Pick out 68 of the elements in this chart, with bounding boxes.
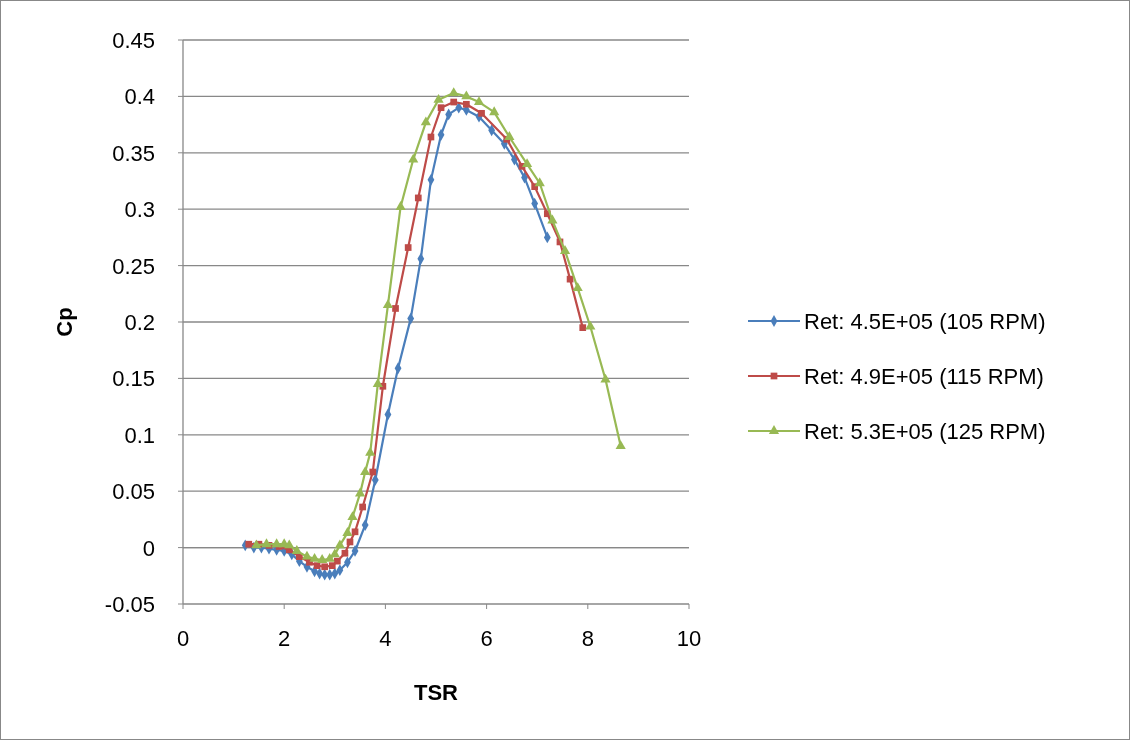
point [342, 527, 353, 536]
point [420, 116, 431, 126]
point [284, 539, 295, 549]
y-tick-label: 0.45 [112, 28, 155, 53]
point [585, 320, 596, 330]
y-tick-label: 0.05 [112, 479, 155, 505]
point [333, 557, 341, 565]
point [245, 540, 253, 548]
point [347, 511, 358, 521]
point [572, 282, 583, 292]
y-tick-label: 0.2 [124, 310, 155, 335]
point [408, 153, 419, 163]
point [351, 528, 359, 536]
point [392, 305, 399, 312]
point [372, 378, 383, 387]
y-tick-label: 0.25 [112, 253, 155, 279]
y-tick-label: 0.35 [112, 140, 155, 166]
y-tick-label: 0.15 [112, 366, 155, 392]
point [404, 244, 412, 251]
point [521, 158, 533, 168]
x-tick-label: 8 [581, 626, 594, 651]
point [382, 299, 394, 309]
point [251, 539, 262, 549]
point [463, 100, 470, 108]
x-tick-label: 4 [379, 626, 392, 651]
point [324, 552, 335, 562]
y-tick-label: 0.4 [124, 84, 155, 110]
point [461, 90, 472, 100]
point [261, 538, 272, 548]
point [450, 98, 458, 106]
point [414, 194, 422, 202]
x-axis-title: TSR [414, 680, 459, 705]
y-tick-label: 0.1 [124, 422, 155, 448]
x-tick-label: 6 [480, 626, 493, 651]
point [579, 324, 587, 331]
point [395, 201, 406, 210]
point [534, 177, 545, 187]
x-tick-label: 0 [176, 626, 190, 651]
point [309, 552, 320, 562]
point [334, 539, 345, 549]
point [291, 545, 302, 554]
x-tick-label: 2 [278, 626, 291, 651]
legend-label: Ret: 5.3E+05 (125 RPM) [804, 419, 1046, 444]
point [355, 487, 366, 497]
legend-label: Ret: 4.5E+05 (105 RPM) [804, 309, 1046, 334]
point [473, 96, 485, 105]
y-tick-label: 0.3 [124, 197, 155, 223]
point [489, 106, 500, 116]
y-tick-label: -0.05 [104, 592, 155, 617]
point [369, 468, 377, 476]
point [317, 554, 328, 563]
point [359, 503, 366, 511]
point [437, 104, 445, 112]
legend-label: Ret: 4.9E+05 (115 RPM) [804, 364, 1044, 389]
point [365, 446, 376, 456]
x-tick-label: 10 [676, 626, 702, 651]
point [360, 466, 371, 475]
point [559, 245, 571, 254]
point [478, 109, 485, 117]
point [321, 563, 329, 571]
point [448, 87, 459, 96]
point [433, 93, 444, 103]
y-tick-label: 0 [142, 535, 155, 561]
point [504, 131, 515, 140]
point [341, 549, 349, 557]
y-axis-title: Cp [52, 307, 77, 337]
point [328, 562, 336, 569]
point [615, 440, 626, 450]
